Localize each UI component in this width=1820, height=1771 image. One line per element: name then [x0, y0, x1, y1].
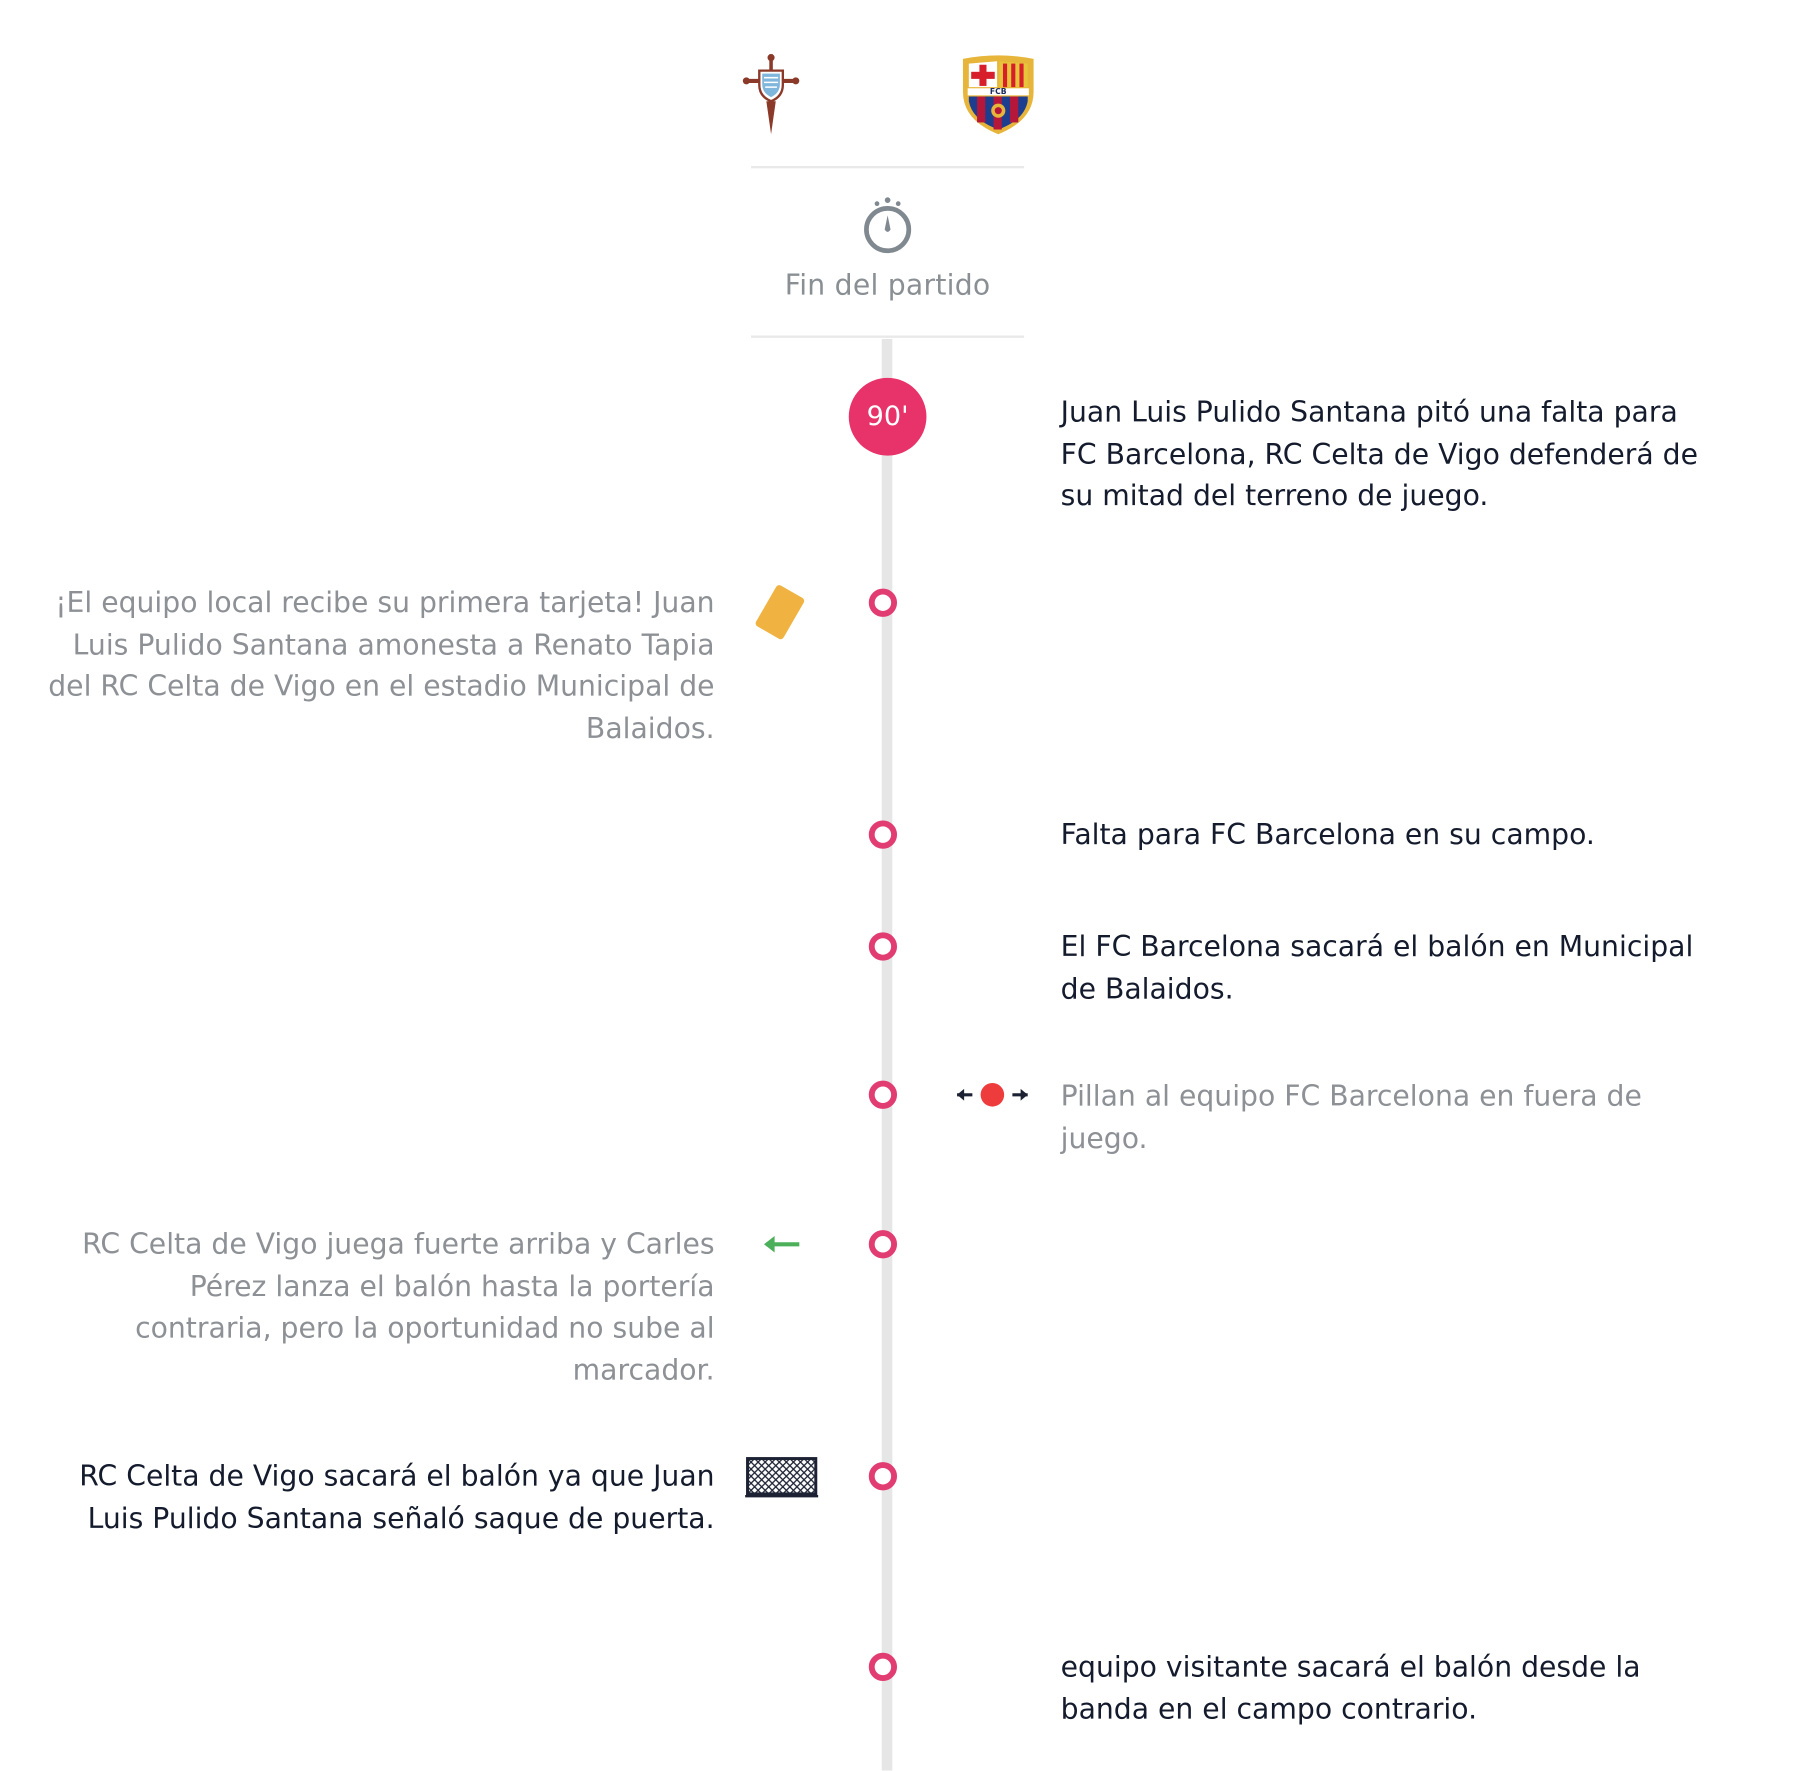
minute-badge: 90'	[848, 377, 927, 456]
event-text: equipo visitante sacará el balón desde l…	[1060, 1650, 1641, 1726]
yellow-card-icon	[755, 585, 805, 640]
celta-crest-icon[interactable]	[742, 52, 801, 137]
event-text: RC Celta de Vigo sacará el balón ya que …	[79, 1459, 715, 1535]
event-text: Pillan al equipo FC Barcelona en fuera d…	[1060, 1079, 1642, 1155]
timeline-marker[interactable]	[868, 932, 898, 961]
crest-text: FCB	[990, 87, 1007, 96]
timeline-marker[interactable]	[868, 1462, 898, 1491]
timeline-marker[interactable]	[868, 820, 898, 849]
throw-in-arrow-icon	[764, 1236, 800, 1253]
timeline-marker[interactable]	[868, 588, 898, 617]
event-text: El FC Barcelona sacará el balón en Munic…	[1060, 929, 1694, 1005]
offside-icon	[957, 1083, 1028, 1107]
event-text: Falta para FC Barcelona en su campo.	[1060, 818, 1595, 852]
event-text: Juan Luis Pulido Santana pitó una falta …	[1060, 395, 1698, 513]
status-label: Fin del partido	[784, 268, 991, 302]
match-status: Fin del partido	[751, 195, 1024, 301]
barcelona-crest-icon[interactable]: FCB	[958, 52, 1038, 137]
event-text: ¡El equipo local recibe su primera tarje…	[48, 586, 715, 745]
header-divider-top	[751, 165, 1025, 169]
event-text: RC Celta de Vigo juega fuerte arriba y C…	[82, 1227, 715, 1387]
timeline-marker[interactable]	[868, 1230, 898, 1259]
stopwatch-icon	[864, 197, 912, 254]
goal-net-icon	[745, 1457, 819, 1498]
timeline-marker[interactable]	[868, 1652, 898, 1682]
timeline-marker[interactable]	[868, 1080, 898, 1109]
header-divider-bottom	[751, 335, 1025, 338]
timeline-line	[881, 339, 893, 1771]
